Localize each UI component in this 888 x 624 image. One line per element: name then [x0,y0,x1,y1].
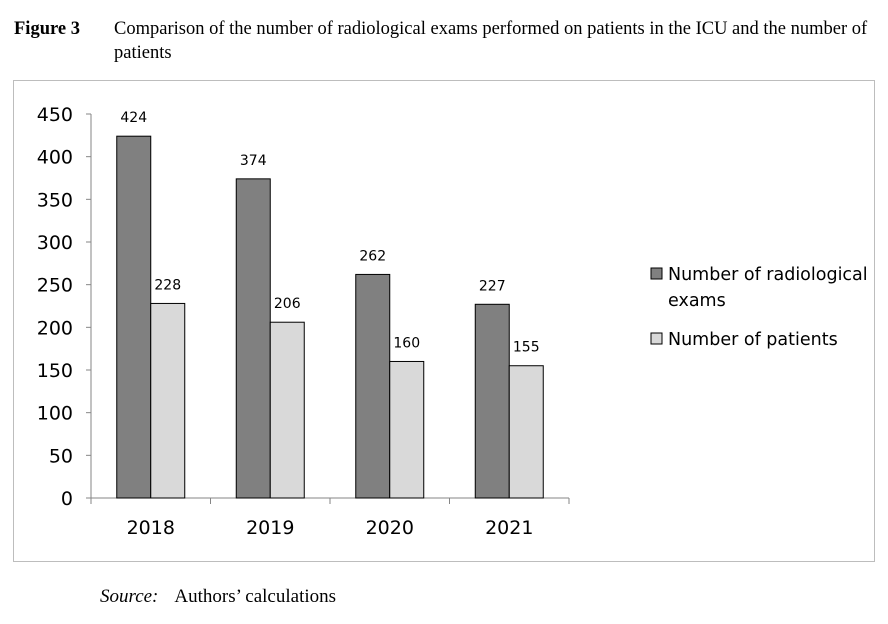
data-labels: 424 228 374 206 262 160 227 155 [120,110,539,356]
y-tick-label: 0 [61,488,73,510]
y-axis: 0 50 100 150 200 250 300 350 400 450 [37,104,92,510]
legend-swatch-radiological-exams [650,267,663,280]
data-label: 424 [120,110,147,126]
y-tick-label: 100 [37,403,73,425]
data-label: 374 [240,153,267,169]
data-label: 228 [154,277,181,293]
source-text: Authors’ calculations [174,586,337,607]
bar-radiological-exams [235,178,271,499]
bar-radiological-exams [116,135,152,499]
y-tick-label: 400 [37,147,73,169]
x-category-label: 2021 [485,517,533,539]
data-label: 262 [359,248,386,264]
data-label: 206 [274,296,301,312]
y-tick-label: 450 [37,104,73,126]
source-label: Source: [100,586,159,607]
data-label: 155 [513,340,540,356]
source-note: Source: Authors’ calculations [100,586,336,608]
legend-swatch-patients [650,332,663,345]
legend-label-radiological-exams: Number of radiological exams [668,265,868,311]
y-tick-label: 50 [49,445,73,467]
legend: Number of radiological exams Number of pat… [650,265,868,350]
bar-radiological-exams [355,273,391,499]
bar-patients [508,365,544,499]
y-tick-label: 300 [37,232,73,254]
x-category-label: 2018 [127,517,175,539]
legend-label-patients: Number of patients [668,330,838,350]
chart-frame [13,80,875,562]
y-tick-label: 200 [37,317,73,339]
x-category-label: 2020 [366,517,414,539]
x-category-label: 2019 [246,517,294,539]
bar-patients [389,360,425,499]
x-axis: 2018 2019 2020 2021 [90,497,570,539]
bar-radiological-exams [474,303,510,499]
figure-title: Comparison of the number of radiological… [114,19,868,63]
figure-label: Figure 3 [14,19,80,39]
bar-patients [150,302,186,499]
bars [116,135,544,499]
data-label: 160 [393,335,420,351]
y-tick-label: 250 [37,275,73,297]
y-tick-label: 350 [37,189,73,211]
bar-patients [269,321,305,499]
y-tick-label: 150 [37,360,73,382]
data-label: 227 [479,278,506,294]
